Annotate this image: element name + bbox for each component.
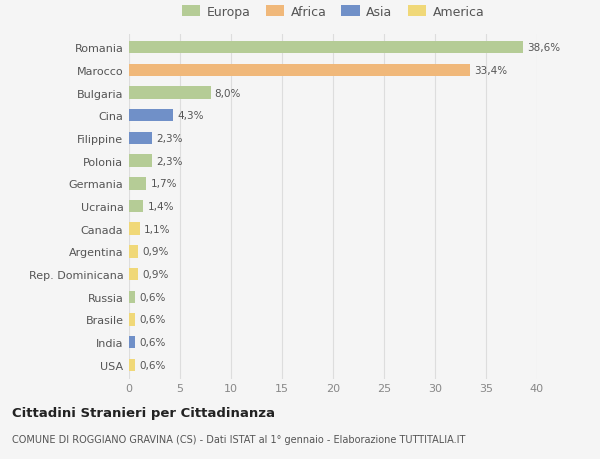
Bar — [129, 87, 211, 100]
Text: 1,7%: 1,7% — [151, 179, 177, 189]
Text: 0,6%: 0,6% — [139, 292, 166, 302]
Text: 0,6%: 0,6% — [139, 360, 166, 370]
Text: 0,6%: 0,6% — [139, 315, 166, 325]
Bar — [129, 268, 138, 281]
Text: 38,6%: 38,6% — [527, 43, 560, 53]
Legend: Europa, Africa, Asia, America: Europa, Africa, Asia, America — [179, 3, 487, 21]
Text: 2,3%: 2,3% — [157, 156, 183, 166]
Bar — [129, 313, 135, 326]
Bar — [129, 155, 152, 168]
Text: 8,0%: 8,0% — [215, 88, 241, 98]
Text: 1,4%: 1,4% — [148, 202, 174, 212]
Bar — [129, 200, 143, 213]
Bar — [129, 42, 523, 54]
Bar — [129, 291, 135, 303]
Bar — [129, 132, 152, 145]
Text: 4,3%: 4,3% — [177, 111, 203, 121]
Text: 33,4%: 33,4% — [474, 66, 507, 76]
Text: 0,9%: 0,9% — [142, 247, 169, 257]
Text: Cittadini Stranieri per Cittadinanza: Cittadini Stranieri per Cittadinanza — [12, 406, 275, 419]
Bar — [129, 178, 146, 190]
Bar — [129, 64, 470, 77]
Text: COMUNE DI ROGGIANO GRAVINA (CS) - Dati ISTAT al 1° gennaio - Elaborazione TUTTIT: COMUNE DI ROGGIANO GRAVINA (CS) - Dati I… — [12, 434, 466, 444]
Text: 0,6%: 0,6% — [139, 337, 166, 347]
Bar — [129, 110, 173, 122]
Bar — [129, 223, 140, 235]
Bar — [129, 336, 135, 349]
Bar — [129, 359, 135, 371]
Text: 0,9%: 0,9% — [142, 269, 169, 280]
Text: 1,1%: 1,1% — [145, 224, 171, 234]
Bar — [129, 246, 138, 258]
Text: 2,3%: 2,3% — [157, 134, 183, 144]
